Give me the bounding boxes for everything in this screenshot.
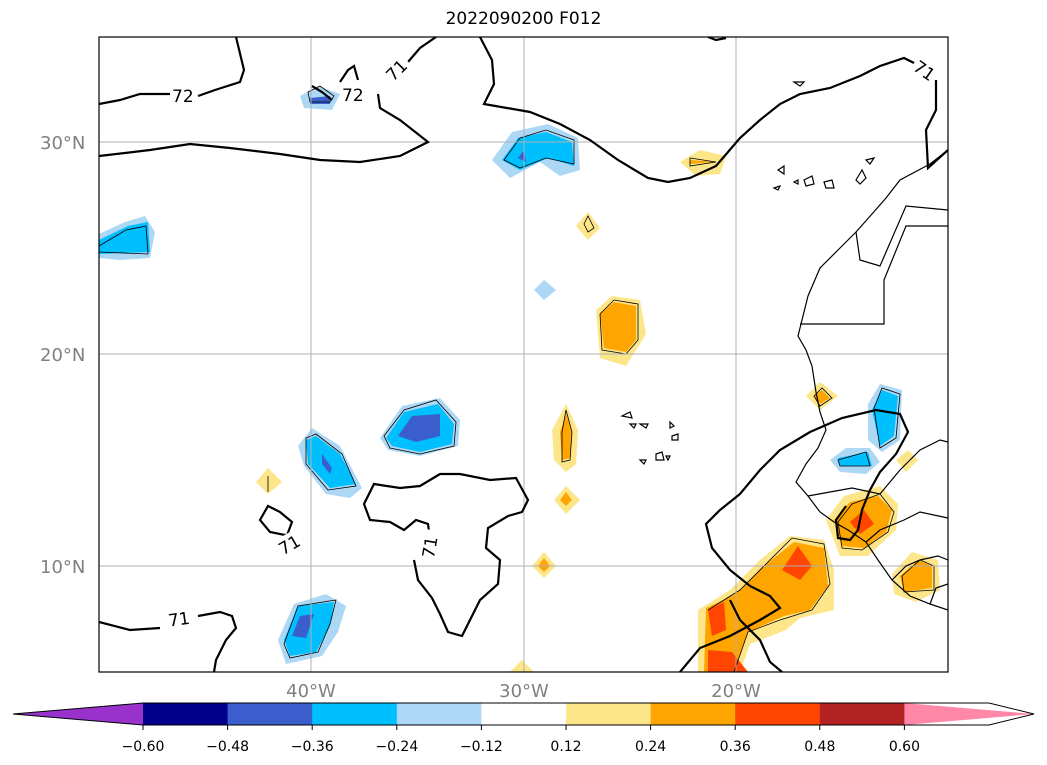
map-frame <box>98 36 949 673</box>
contour-label-71: 71 <box>167 609 191 632</box>
colorbar-tick-label: 0.48 <box>804 739 835 755</box>
negative-anomaly-region <box>292 614 314 638</box>
contour-label-72: 72 <box>172 87 194 107</box>
colorbar-segment <box>143 703 229 725</box>
colorbar-segment <box>650 703 736 725</box>
positive-anomaly-region <box>708 650 748 672</box>
contour-label-71: 71 <box>419 535 442 560</box>
colorbar-tick-label: −0.24 <box>375 739 418 755</box>
positive-anomaly-region <box>538 558 550 572</box>
border-line <box>865 511 948 543</box>
lon-label-30w: 30°W <box>499 681 549 702</box>
negative-anomaly-region <box>398 414 440 442</box>
negative-anomaly-region <box>534 280 556 300</box>
contour-71-north <box>99 37 437 164</box>
positive-anomaly-region <box>896 450 918 472</box>
positive-anomaly-region <box>576 212 600 240</box>
lat-label-20n: 20°N <box>40 345 85 366</box>
coastlines <box>620 81 948 611</box>
island <box>772 184 782 191</box>
colorbar-tick-label: −0.60 <box>122 739 165 755</box>
colorbar-tick-label: −0.36 <box>291 739 334 755</box>
negative-anomaly-region <box>872 390 898 446</box>
positive-anomaly-region <box>510 660 534 672</box>
colorbar-segment <box>227 703 313 725</box>
colorbar-segment <box>735 703 821 725</box>
border-line <box>855 205 948 267</box>
lat-label-10n: 10°N <box>40 557 85 578</box>
island <box>638 423 649 429</box>
contour-label-72: 72 <box>342 86 364 106</box>
lon-label-20w: 20°W <box>711 681 761 702</box>
colorbar-segment <box>396 703 482 725</box>
colorbar-tick-label: 0.36 <box>720 739 751 755</box>
positive-anomaly-region <box>900 560 932 592</box>
colorbar-segment <box>566 703 652 725</box>
contour-71-top <box>707 37 727 42</box>
island <box>823 179 835 189</box>
border-line <box>891 555 948 581</box>
contour-72-small <box>311 64 360 101</box>
lon-label-40w: 40°W <box>286 681 336 702</box>
colorbar-segment <box>312 703 398 725</box>
island <box>655 451 665 461</box>
negative-anomaly-region <box>99 222 150 254</box>
positive-anomaly-region <box>256 468 282 494</box>
island <box>792 81 806 87</box>
negative-anomaly-region <box>306 436 356 488</box>
positive-anomaly-region <box>850 510 874 534</box>
africa-coastline <box>795 149 948 611</box>
colorbar-tick-label: 0.60 <box>889 739 920 755</box>
island <box>638 459 647 466</box>
island <box>792 179 799 185</box>
colorbar-tick-label: 0.24 <box>635 739 666 755</box>
positive-anomaly-region <box>690 160 716 164</box>
colorbar-extend-max <box>904 703 1034 725</box>
island <box>620 411 633 419</box>
contour-71-central <box>362 472 530 638</box>
positive-anomaly-region <box>600 302 636 352</box>
border-line <box>800 225 948 325</box>
anomaly-fills <box>99 86 940 672</box>
positive-anomaly-region <box>708 602 726 636</box>
positive-anomaly-region <box>782 546 812 580</box>
border-line <box>929 583 948 605</box>
contour-label-71: 71 <box>909 57 938 86</box>
lat-label-30n: 30°N <box>40 133 85 154</box>
contour-72 <box>99 37 246 106</box>
island <box>855 168 867 185</box>
colorbar-segment <box>481 703 567 725</box>
contour-label-71: 71 <box>275 532 304 560</box>
border-line <box>807 439 948 497</box>
island <box>864 157 876 165</box>
negative-anomaly-region <box>322 454 332 474</box>
colorbar-tick-label: 0.12 <box>550 739 581 755</box>
island <box>628 423 637 430</box>
contour-71-south <box>99 610 238 672</box>
colorbar-tick-label: −0.12 <box>460 739 503 755</box>
island <box>803 175 815 187</box>
negative-anomaly-region <box>838 452 872 466</box>
colorbar: −0.60 −0.48 −0.36 −0.24 −0.12 0.12 0.24 0.36 0.4… <box>12 702 1035 755</box>
contour-71-africa-b <box>729 599 783 672</box>
contour-71-east <box>924 80 948 171</box>
colorbar-segment <box>819 703 905 725</box>
island <box>665 455 671 462</box>
colorbar-tick-label: −0.48 <box>206 739 249 755</box>
contour-71-north-b <box>479 37 917 184</box>
island <box>669 420 676 429</box>
colorbar-extend-min <box>13 703 143 725</box>
island <box>671 433 679 441</box>
island <box>776 164 785 176</box>
contour-label-71: 71 <box>383 56 412 85</box>
contour-71-africa <box>679 408 910 672</box>
positive-anomaly-region <box>560 492 572 506</box>
map-panel: 72 72 71 71 71 71 71 30°N 20°N 10°N 40°W… <box>40 36 949 702</box>
map-title: 2022090200 F012 <box>445 9 602 29</box>
